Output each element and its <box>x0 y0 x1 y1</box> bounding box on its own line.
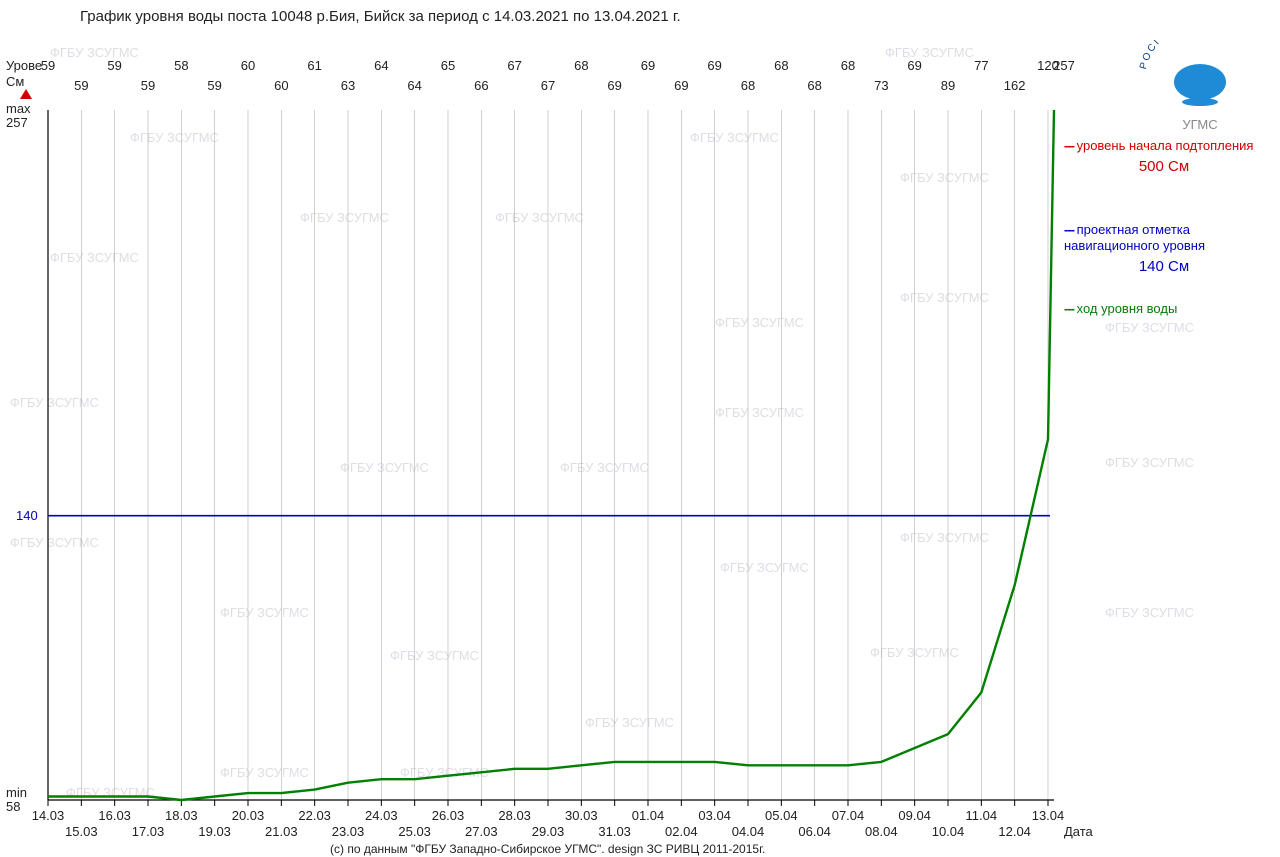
chart-svg <box>0 0 1280 857</box>
y-ref-140: 140 <box>16 508 38 523</box>
legend: --- уровень начала подтопления 500 См ---… <box>1064 138 1264 321</box>
x-tick-label: 19.03 <box>198 824 231 839</box>
series-value-top: 68 <box>841 58 855 73</box>
x-tick-label: 30.03 <box>565 808 598 823</box>
legend-dash-icon: --- <box>1064 138 1077 153</box>
series-value-bottom: 73 <box>874 78 888 93</box>
x-tick-label: 25.03 <box>398 824 431 839</box>
credit-text: (c) по данным "ФГБУ Западно-Сибирское УГ… <box>330 842 765 856</box>
x-tick-label: 15.03 <box>65 824 98 839</box>
series-value-bottom: 162 <box>1004 78 1026 93</box>
x-tick-label: 06.04 <box>798 824 831 839</box>
series-value-bottom: 68 <box>741 78 755 93</box>
series-value-top: 64 <box>374 58 388 73</box>
series-value-top: 59 <box>107 58 121 73</box>
x-tick-label: 28.03 <box>498 808 531 823</box>
series-value-bottom: 59 <box>74 78 88 93</box>
x-tick-label: 27.03 <box>465 824 498 839</box>
x-tick-label: 08.04 <box>865 824 898 839</box>
x-tick-label: 11.04 <box>966 808 998 823</box>
series-value-top: 68 <box>774 58 788 73</box>
legend-dash-icon: --- <box>1064 222 1077 237</box>
x-tick-label: 05.04 <box>765 808 798 823</box>
x-tick-label: 14.03 <box>32 808 65 823</box>
legend-flood: --- уровень начала подтопления <box>1064 138 1264 154</box>
x-tick-label: 18.03 <box>165 808 198 823</box>
legend-series: --- ход уровня воды <box>1064 301 1264 317</box>
series-value-top: 60 <box>241 58 255 73</box>
series-value-bottom: 59 <box>141 78 155 93</box>
x-tick-label: 26.03 <box>432 808 465 823</box>
x-tick-label: 22.03 <box>298 808 331 823</box>
x-tick-label: 12.04 <box>998 824 1031 839</box>
series-value-bottom: 60 <box>274 78 288 93</box>
x-tick-label: 04.04 <box>732 824 765 839</box>
x-axis-title: Дата <box>1064 824 1093 839</box>
x-tick-label: 16.03 <box>98 808 131 823</box>
series-value-bottom: 68 <box>807 78 821 93</box>
x-tick-label: 02.04 <box>665 824 698 839</box>
series-value-top: 59 <box>41 58 55 73</box>
series-value-top: 68 <box>574 58 588 73</box>
x-tick-label: 03.04 <box>698 808 731 823</box>
x-tick-label: 23.03 <box>332 824 365 839</box>
series-value-top: 58 <box>174 58 188 73</box>
logo-subtitle: УГМС <box>1125 117 1275 132</box>
series-value-top: 77 <box>974 58 988 73</box>
series-value-bottom: 69 <box>607 78 621 93</box>
roshydromet-logo: РОСГИДРОМЕТ УГМС <box>1125 40 1275 132</box>
series-value-bottom: 66 <box>474 78 488 93</box>
legend-nav-value: 140 См <box>1064 258 1264 277</box>
x-tick-label: 24.03 <box>365 808 398 823</box>
x-tick-label: 07.04 <box>832 808 865 823</box>
series-value-bottom: 64 <box>407 78 421 93</box>
series-value-top: 67 <box>507 58 521 73</box>
series-value-bottom: 67 <box>541 78 555 93</box>
x-tick-label: 17.03 <box>132 824 165 839</box>
legend-flood-value: 500 См <box>1064 158 1264 177</box>
series-value-top: 65 <box>441 58 455 73</box>
series-value-top: 61 <box>307 58 321 73</box>
series-value-top: 69 <box>907 58 921 73</box>
x-tick-label: 31.03 <box>598 824 631 839</box>
series-value-top: 69 <box>641 58 655 73</box>
series-value-bottom: 63 <box>341 78 355 93</box>
x-tick-label: 21.03 <box>265 824 298 839</box>
series-value-bottom: 59 <box>207 78 221 93</box>
legend-nav: --- проектная отметка навигационного уро… <box>1064 222 1264 255</box>
x-tick-label: 09.04 <box>898 808 931 823</box>
legend-dash-icon: --- <box>1064 301 1077 316</box>
logo-arc-icon: РОСГИДРОМЕТ <box>1135 40 1265 110</box>
x-tick-label: 20.03 <box>232 808 265 823</box>
x-tick-label: 13.04 <box>1032 808 1065 823</box>
x-tick-label: 10.04 <box>932 824 965 839</box>
series-value-top: 257 <box>1053 58 1075 73</box>
x-tick-label: 29.03 <box>532 824 565 839</box>
series-value-bottom: 69 <box>674 78 688 93</box>
series-value-bottom: 89 <box>941 78 955 93</box>
series-value-top: 69 <box>707 58 721 73</box>
x-tick-label: 01.04 <box>632 808 665 823</box>
water-level-line <box>48 110 1054 800</box>
